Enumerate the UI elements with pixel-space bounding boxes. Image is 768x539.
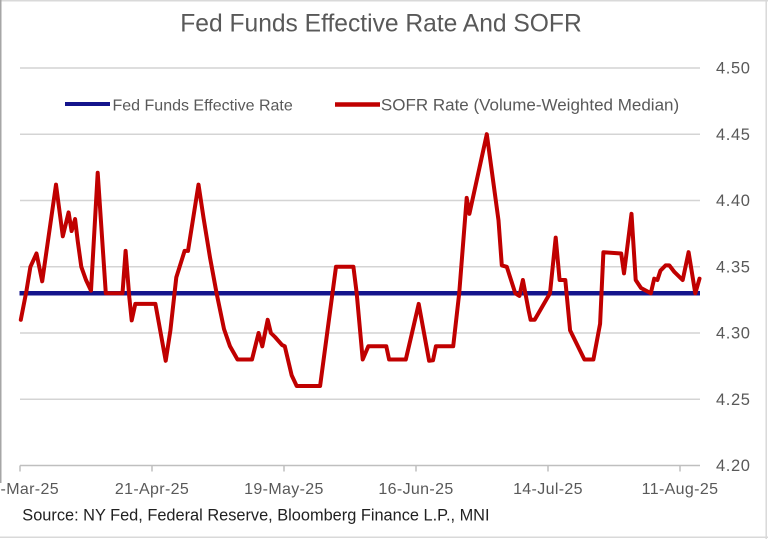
svg-text:SOFR Rate (Volume-Weighted Med: SOFR Rate (Volume-Weighted Median) [381, 96, 679, 115]
svg-text:24-Mar-25: 24-Mar-25 [0, 481, 59, 498]
svg-text:Fed Funds Effective Rate: Fed Funds Effective Rate [113, 98, 293, 115]
svg-text:4.30: 4.30 [716, 325, 751, 343]
svg-text:14-Jul-25: 14-Jul-25 [513, 481, 583, 498]
svg-text:4.40: 4.40 [716, 192, 751, 210]
svg-text:4.25: 4.25 [716, 391, 751, 409]
svg-text:4.20: 4.20 [716, 457, 751, 475]
svg-text:Fed Funds Effective Rate And S: Fed Funds Effective Rate And SOFR [180, 10, 581, 37]
svg-text:4.45: 4.45 [716, 126, 751, 144]
svg-text:19-May-25: 19-May-25 [244, 481, 324, 498]
svg-text:16-Jun-25: 16-Jun-25 [378, 481, 453, 498]
svg-text:4.50: 4.50 [716, 60, 751, 78]
svg-text:11-Aug-25: 11-Aug-25 [642, 481, 719, 498]
svg-text:4.35: 4.35 [716, 258, 751, 276]
svg-text:Source: NY Fed, Federal Reserv: Source: NY Fed, Federal Reserve, Bloombe… [22, 507, 489, 525]
svg-text:21-Apr-25: 21-Apr-25 [115, 481, 189, 498]
